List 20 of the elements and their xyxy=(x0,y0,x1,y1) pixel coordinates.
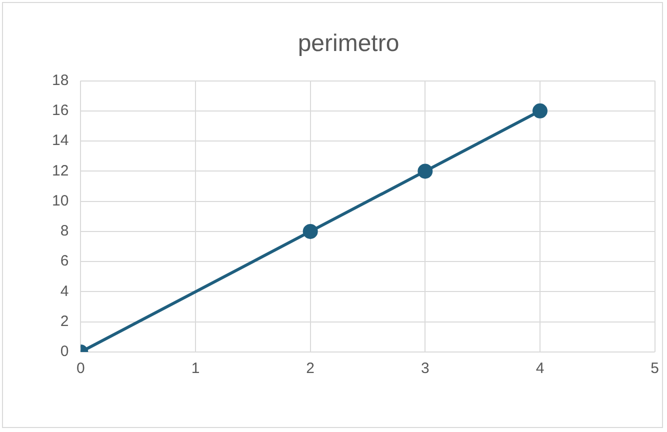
y-tick-label: 6 xyxy=(60,252,69,270)
x-tick-label: 2 xyxy=(306,360,315,378)
point xyxy=(418,164,433,179)
x-tick-label: 0 xyxy=(76,360,85,378)
x-tick-label: 1 xyxy=(191,360,200,378)
x-tick-label: 4 xyxy=(536,360,544,378)
y-tick-label: 4 xyxy=(60,282,69,300)
chart-title: perimetro xyxy=(298,30,400,58)
x-tick-label: 3 xyxy=(421,360,430,378)
point xyxy=(532,103,548,118)
y-tick-label: 14 xyxy=(52,132,69,150)
y-tick-label: 8 xyxy=(60,222,69,240)
y-tick-label: 10 xyxy=(52,192,69,210)
y-tick-label: 12 xyxy=(52,162,69,180)
y-tick-label: 0 xyxy=(60,343,69,360)
point xyxy=(302,224,318,239)
y-tick-label: 16 xyxy=(52,102,69,120)
y-tick-label: 2 xyxy=(60,313,69,330)
y-tick-label: 18 xyxy=(52,72,69,89)
x-tick-label: 5 xyxy=(650,360,659,378)
